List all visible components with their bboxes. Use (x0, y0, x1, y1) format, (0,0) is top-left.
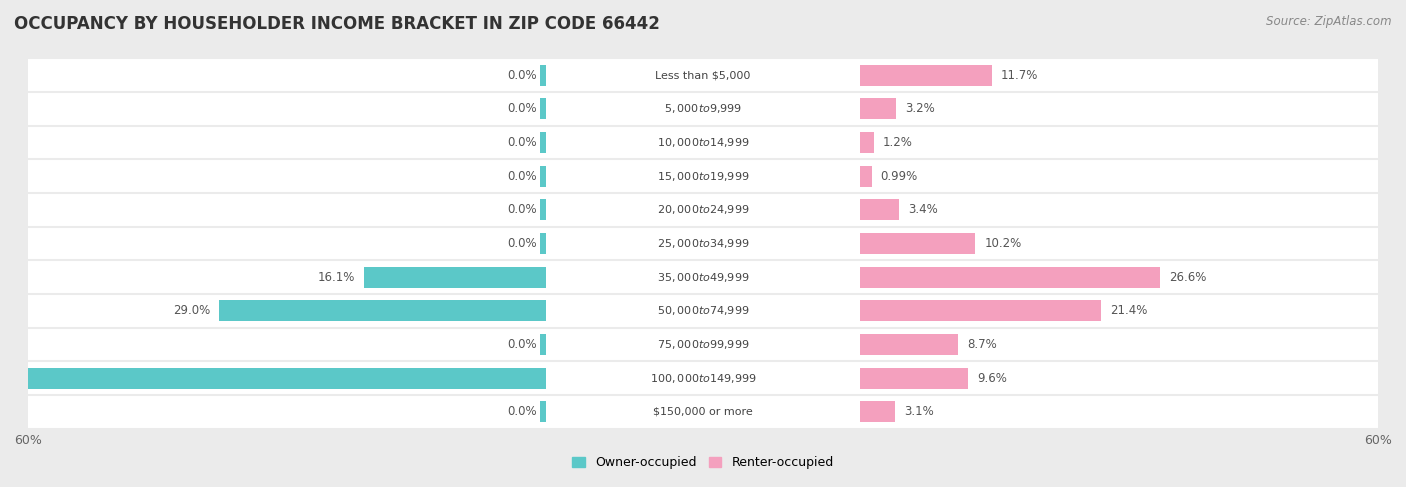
Text: $75,000 to $99,999: $75,000 to $99,999 (657, 338, 749, 351)
Text: $35,000 to $49,999: $35,000 to $49,999 (657, 271, 749, 283)
Bar (540, 199, 546, 220)
Bar (860, 199, 898, 220)
Text: 0.0%: 0.0% (508, 237, 537, 250)
Text: 3.1%: 3.1% (904, 405, 934, 418)
Bar (860, 334, 959, 355)
Bar (28, 226, 1378, 261)
Text: 11.7%: 11.7% (1001, 69, 1039, 82)
Bar (28, 261, 1378, 294)
Text: $25,000 to $34,999: $25,000 to $34,999 (657, 237, 749, 250)
Bar (219, 300, 546, 321)
Text: OCCUPANCY BY HOUSEHOLDER INCOME BRACKET IN ZIP CODE 66442: OCCUPANCY BY HOUSEHOLDER INCOME BRACKET … (14, 15, 659, 33)
Bar (860, 132, 875, 153)
Text: $20,000 to $24,999: $20,000 to $24,999 (657, 204, 749, 216)
Text: 8.7%: 8.7% (967, 338, 997, 351)
Text: 0.0%: 0.0% (508, 102, 537, 115)
Bar (540, 401, 546, 422)
Bar (0, 368, 546, 389)
Bar (860, 401, 896, 422)
Bar (28, 193, 1378, 226)
Text: 0.0%: 0.0% (508, 69, 537, 82)
Text: 0.0%: 0.0% (508, 204, 537, 216)
Bar (28, 92, 1378, 126)
Bar (28, 328, 1378, 361)
Legend: Owner-occupied, Renter-occupied: Owner-occupied, Renter-occupied (568, 451, 838, 474)
Bar (540, 166, 546, 187)
Bar (28, 58, 1378, 92)
Text: 0.0%: 0.0% (508, 338, 537, 351)
Text: 1.2%: 1.2% (883, 136, 912, 149)
Text: $15,000 to $19,999: $15,000 to $19,999 (657, 169, 749, 183)
Bar (860, 368, 969, 389)
Bar (860, 233, 976, 254)
Bar (540, 233, 546, 254)
Bar (28, 395, 1378, 429)
Text: 0.0%: 0.0% (508, 136, 537, 149)
Text: 0.0%: 0.0% (508, 169, 537, 183)
Bar (860, 267, 1160, 288)
Text: 0.99%: 0.99% (880, 169, 918, 183)
Text: $50,000 to $74,999: $50,000 to $74,999 (657, 304, 749, 318)
Bar (860, 300, 1101, 321)
Bar (28, 294, 1378, 328)
Text: 10.2%: 10.2% (984, 237, 1021, 250)
Text: $5,000 to $9,999: $5,000 to $9,999 (664, 102, 742, 115)
Bar (860, 98, 897, 119)
Text: 29.0%: 29.0% (173, 304, 211, 318)
Bar (540, 334, 546, 355)
Text: Source: ZipAtlas.com: Source: ZipAtlas.com (1267, 15, 1392, 28)
Bar (28, 361, 1378, 395)
Text: $100,000 to $149,999: $100,000 to $149,999 (650, 372, 756, 385)
Bar (540, 65, 546, 86)
Text: 21.4%: 21.4% (1111, 304, 1147, 318)
Bar (860, 166, 872, 187)
Text: $150,000 or more: $150,000 or more (654, 407, 752, 417)
Bar (540, 132, 546, 153)
Text: 3.2%: 3.2% (905, 102, 935, 115)
Text: 26.6%: 26.6% (1168, 271, 1206, 283)
Bar (28, 126, 1378, 159)
Text: Less than $5,000: Less than $5,000 (655, 70, 751, 80)
Text: $10,000 to $14,999: $10,000 to $14,999 (657, 136, 749, 149)
Text: 3.4%: 3.4% (908, 204, 938, 216)
Bar (28, 159, 1378, 193)
Bar (860, 65, 993, 86)
Text: 0.0%: 0.0% (508, 405, 537, 418)
Text: 9.6%: 9.6% (977, 372, 1007, 385)
Bar (540, 98, 546, 119)
Bar (364, 267, 546, 288)
Text: 16.1%: 16.1% (318, 271, 356, 283)
